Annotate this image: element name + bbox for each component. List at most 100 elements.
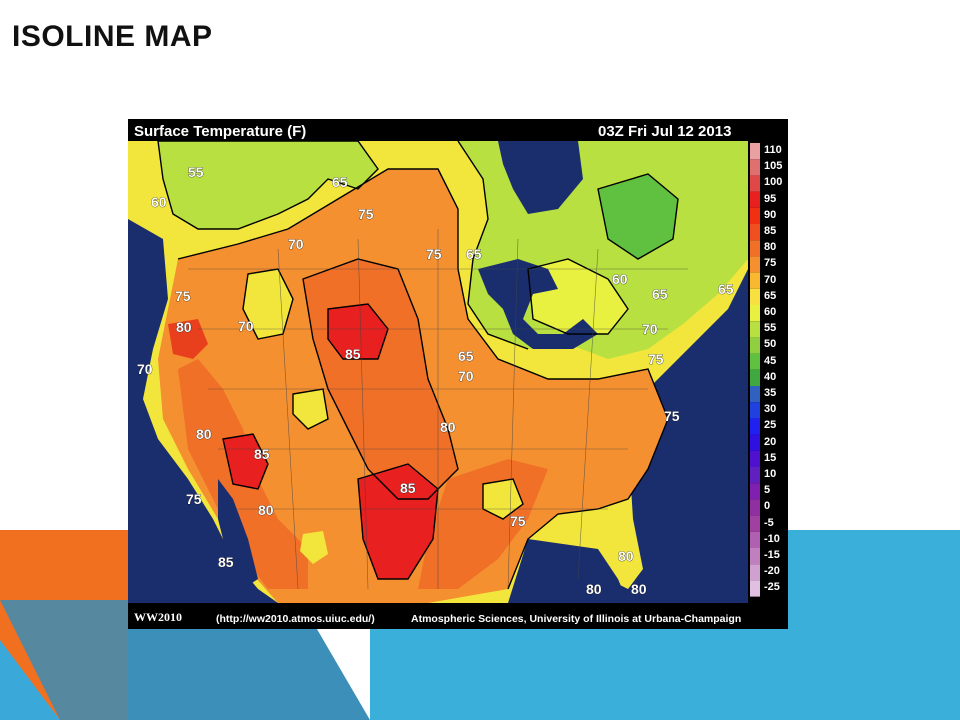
footer-credit: Atmospheric Sciences, University of Illi… <box>411 613 742 625</box>
isoline-label: 85 <box>218 554 234 570</box>
isoline-label: 75 <box>510 513 526 529</box>
gulf-water <box>508 539 628 603</box>
isoline-label: 65 <box>466 246 482 262</box>
legend-swatch <box>750 580 760 597</box>
legend-swatch <box>750 483 760 500</box>
legend-label: 105 <box>764 160 783 173</box>
legend-swatch <box>750 369 760 386</box>
legend-label: 25 <box>764 419 777 432</box>
legend-swatch <box>750 224 760 241</box>
region-green-55 <box>598 174 678 259</box>
isoline-label: 85 <box>400 480 416 496</box>
isoline-label: 65 <box>652 286 668 302</box>
legend-color-bar <box>750 143 760 597</box>
legend-label: 45 <box>764 354 777 367</box>
legend-label: -15 <box>764 549 780 561</box>
legend-label: 90 <box>764 208 777 221</box>
legend-label: 40 <box>764 370 777 383</box>
legend-swatch <box>750 434 760 451</box>
isoline-labels: 55 65 60 75 70 65 75 65 75 80 70 60 65 65 70 75 80 85 70 70… <box>137 164 734 598</box>
legend-swatch <box>750 143 760 160</box>
legend-swatch <box>750 548 760 565</box>
region-yellow-texas <box>300 531 328 564</box>
legend-label: -10 <box>764 532 780 545</box>
legend-label: 10 <box>764 468 777 480</box>
legend-label: -25 <box>764 581 780 594</box>
isoline-label: 80 <box>196 426 212 442</box>
legend-label: 55 <box>764 322 777 335</box>
legend-label: -5 <box>764 516 774 529</box>
region-yellow-60 <box>528 259 628 334</box>
region-red-85-plains <box>328 304 388 359</box>
hudson-bay <box>498 141 583 214</box>
isoline-label: 75 <box>175 288 191 304</box>
legend-label: 70 <box>764 273 777 286</box>
legend-label: 100 <box>764 176 783 189</box>
legend-swatch <box>750 386 760 403</box>
isoline-label: 75 <box>186 491 202 507</box>
isoline-label: 75 <box>358 206 374 222</box>
isoline-label: 70 <box>458 368 474 384</box>
isoline-label: 80 <box>176 319 192 335</box>
isoline-label: 70 <box>238 318 254 334</box>
isoline-label: 80 <box>586 581 602 597</box>
legend-label: 65 <box>764 289 777 302</box>
legend-label: 0 <box>764 500 771 513</box>
isoline-label: 80 <box>631 581 647 597</box>
legend-swatch <box>750 240 760 257</box>
legend-label: 20 <box>764 435 777 448</box>
legend-swatch <box>750 402 760 419</box>
legend-swatch <box>750 191 760 208</box>
isoline-label: 80 <box>258 502 274 518</box>
isoline-label: 65 <box>332 174 348 190</box>
map-title: Surface Temperature (F) <box>134 123 307 140</box>
legend-label: -20 <box>764 565 780 578</box>
isoline-label: 65 <box>718 281 734 297</box>
legend-swatch <box>750 531 760 548</box>
baja-water <box>218 479 258 589</box>
legend-swatch <box>750 175 760 192</box>
legend-swatch <box>750 305 760 322</box>
legend-label: 95 <box>764 192 777 205</box>
footer-url: (http://ww2010.atmos.uiuc.edu/) <box>216 613 375 625</box>
legend-label: 110 <box>764 144 782 156</box>
isoline-label: 65 <box>458 348 474 364</box>
legend-swatch <box>750 207 760 224</box>
legend-swatch <box>750 256 760 273</box>
region-red-85-desert <box>223 434 268 489</box>
isoline-label: 75 <box>426 246 442 262</box>
isoline-label: 70 <box>288 236 304 252</box>
footer-logo: WW2010 <box>134 610 182 624</box>
legend-label: 60 <box>764 306 777 318</box>
legend-swatch <box>750 353 760 370</box>
legend-swatch <box>750 564 760 581</box>
legend-label: 50 <box>764 338 777 351</box>
slide-title: ISOLINE MAP <box>12 20 213 53</box>
legend-label: 5 <box>764 484 771 497</box>
legend-swatch <box>750 337 760 354</box>
legend-swatch <box>750 321 760 338</box>
legend-swatch <box>750 418 760 435</box>
legend-label: 15 <box>764 451 777 464</box>
isoline-label: 75 <box>664 408 680 424</box>
isoline-label: 85 <box>254 446 270 462</box>
map-timestamp: 03Z Fri Jul 12 2013 <box>598 123 732 140</box>
isoline-label: 60 <box>151 194 167 210</box>
region-yellow-ozarks <box>293 389 328 429</box>
legend-label: 80 <box>764 241 777 254</box>
legend-swatch <box>750 272 760 289</box>
legend-swatch <box>750 467 760 484</box>
isoline-label: 75 <box>648 351 664 367</box>
isoline-label: 60 <box>612 271 628 287</box>
isoline-label: 80 <box>440 419 456 435</box>
legend-label: 75 <box>764 257 777 270</box>
legend-swatch <box>750 499 760 516</box>
legend-label: 85 <box>764 225 777 237</box>
legend-swatch <box>750 159 760 176</box>
region-green-north <box>158 141 378 229</box>
isoline-label: 70 <box>137 361 153 377</box>
isoline-label: 70 <box>642 321 658 337</box>
isoline-label: 85 <box>345 346 361 362</box>
isoline-label: 80 <box>618 548 634 564</box>
legend-swatch <box>750 515 760 532</box>
